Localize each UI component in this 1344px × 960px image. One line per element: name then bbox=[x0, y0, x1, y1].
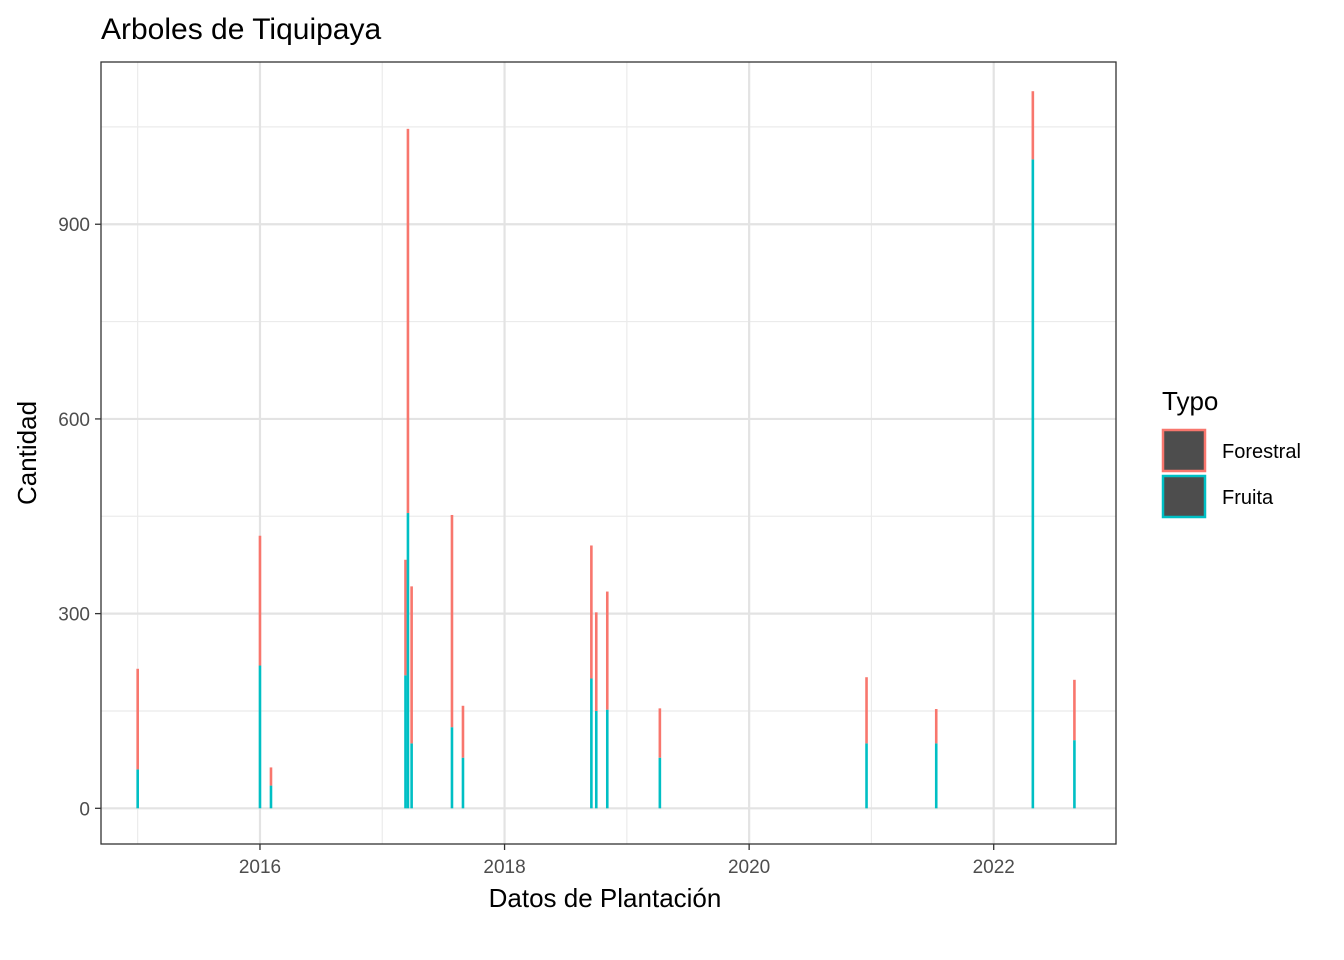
bar-fruita bbox=[406, 513, 410, 809]
bar-forestral bbox=[605, 591, 609, 710]
legend-key-fruita bbox=[1161, 474, 1207, 519]
bar-fruita bbox=[590, 678, 593, 809]
y-axis: 0 300 600 900 bbox=[58, 215, 101, 820]
y-tick-label: 600 bbox=[58, 410, 90, 431]
bar-forestral bbox=[461, 705, 465, 758]
bar-forestral bbox=[590, 545, 593, 679]
legend-title: Typo bbox=[1162, 386, 1218, 416]
bar-forestral bbox=[404, 559, 407, 676]
bar-forestral bbox=[934, 709, 938, 744]
bar-forestral bbox=[1031, 91, 1035, 160]
y-tick-label: 900 bbox=[58, 215, 90, 236]
bar-fruita bbox=[404, 675, 407, 809]
bar-forestral bbox=[658, 708, 662, 758]
bar-fruita bbox=[269, 785, 273, 809]
bar-fruita bbox=[410, 743, 413, 809]
bar-forestral bbox=[594, 612, 598, 711]
bar-fruita bbox=[136, 769, 139, 809]
x-axis-label: Datos de Plantación bbox=[489, 883, 722, 913]
bar-forestral bbox=[136, 668, 139, 770]
x-tick-label: 2020 bbox=[728, 857, 770, 878]
x-axis: 2016 2018 2020 2022 bbox=[239, 844, 1015, 878]
x-tick-label: 2018 bbox=[483, 857, 525, 878]
bar-forestral bbox=[410, 586, 413, 744]
bar-fruita bbox=[605, 709, 609, 809]
bar-fruita bbox=[658, 757, 662, 809]
y-tick-label: 0 bbox=[79, 799, 90, 820]
legend-label: Fruita bbox=[1222, 487, 1274, 509]
y-axis-label: Cantidad bbox=[12, 401, 42, 505]
bar-forestral bbox=[269, 767, 273, 786]
chart-title: Arboles de Tiquipaya bbox=[101, 13, 381, 46]
bar-fruita bbox=[450, 727, 454, 809]
bar-forestral bbox=[258, 535, 262, 666]
bar-fruita bbox=[934, 743, 938, 809]
bar-fruita bbox=[258, 665, 262, 809]
y-tick-label: 300 bbox=[58, 605, 90, 626]
bar-forestral bbox=[450, 514, 454, 728]
bar-fruita bbox=[865, 743, 868, 809]
bar-fruita bbox=[1073, 740, 1076, 809]
plot-border bbox=[100, 61, 1117, 845]
legend-key-forestral bbox=[1161, 428, 1207, 473]
bars bbox=[136, 91, 1076, 809]
bar-forestral bbox=[1073, 679, 1076, 741]
bar-forestral bbox=[865, 677, 868, 744]
x-tick-label: 2022 bbox=[973, 857, 1015, 878]
x-tick-label: 2016 bbox=[239, 857, 281, 878]
bar-forestral bbox=[406, 128, 410, 514]
bar-fruita bbox=[1031, 159, 1035, 809]
legend-label: Forestral bbox=[1222, 441, 1301, 463]
bar-fruita bbox=[461, 757, 465, 809]
legend: Typo Forestral Fruita bbox=[1161, 386, 1301, 519]
bar-fruita bbox=[594, 710, 598, 809]
